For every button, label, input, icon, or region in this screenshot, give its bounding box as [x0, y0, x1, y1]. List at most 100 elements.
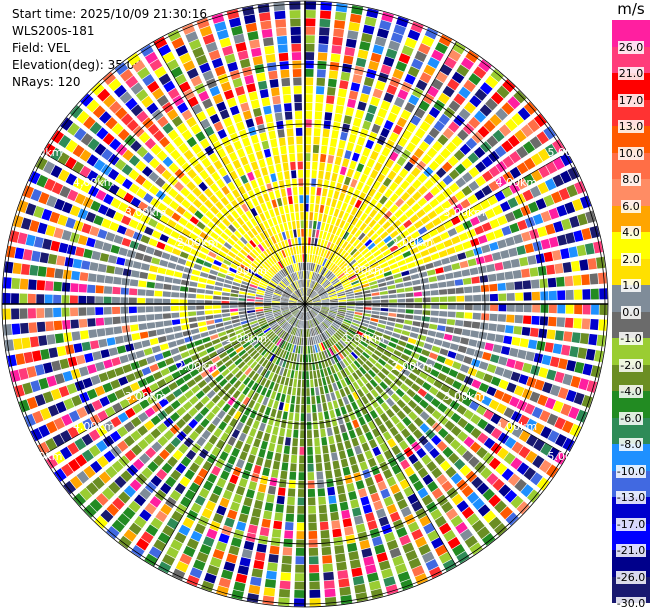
range-gate	[206, 319, 215, 325]
range-gate	[305, 161, 311, 170]
range-gate	[81, 223, 92, 234]
range-gate	[463, 79, 476, 93]
range-gate	[337, 570, 349, 580]
range-gate	[145, 289, 155, 297]
range-gate	[297, 280, 301, 288]
range-gate	[306, 329, 309, 337]
range-gate	[501, 393, 513, 404]
range-gate	[170, 347, 180, 356]
range-gate	[323, 179, 330, 189]
range-gate	[128, 522, 142, 535]
range-gate	[294, 319, 299, 327]
range-gate	[350, 82, 361, 92]
range-gate	[288, 361, 293, 370]
range-gate	[365, 382, 374, 391]
range-gate	[42, 391, 54, 404]
range-gate	[552, 139, 565, 153]
range-ring-label: 4.00km	[496, 420, 538, 433]
range-gate	[309, 337, 312, 346]
range-gate	[479, 275, 489, 283]
range-gate	[227, 332, 236, 338]
range-gate	[209, 269, 219, 276]
range-gate	[171, 371, 182, 380]
range-gate	[425, 221, 435, 231]
range-gate	[280, 305, 289, 307]
range-gate	[275, 252, 282, 261]
range-gate	[505, 512, 519, 526]
range-gate	[369, 321, 378, 327]
range-gate	[455, 287, 464, 294]
range-gate	[288, 145, 295, 154]
range-gate	[439, 348, 449, 356]
range-gate	[368, 420, 377, 430]
range-gate	[313, 429, 319, 438]
range-gate	[233, 278, 242, 284]
range-gate	[431, 345, 441, 353]
range-gate	[172, 449, 184, 461]
range-gate	[496, 403, 507, 415]
range-gate	[308, 320, 312, 328]
range-gate	[268, 362, 275, 371]
range-gate	[208, 329, 217, 335]
range-gate	[353, 360, 361, 369]
range-gate	[324, 461, 332, 471]
range-gate	[245, 210, 254, 220]
range-gate	[156, 274, 165, 282]
range-gate	[267, 318, 275, 323]
range-gate	[413, 405, 424, 415]
range-gate	[170, 437, 182, 448]
range-gate	[279, 479, 287, 488]
range-gate	[453, 270, 462, 278]
range-gate	[341, 123, 350, 133]
range-gate	[145, 205, 156, 216]
range-gate	[392, 68, 404, 80]
range-gate	[377, 108, 388, 119]
range-gate	[317, 403, 322, 412]
range-gate	[330, 365, 336, 374]
range-gate	[253, 187, 261, 197]
range-gate	[196, 551, 209, 563]
range-gate	[348, 384, 356, 393]
range-gate	[285, 342, 290, 351]
range-gate	[150, 144, 162, 156]
range-gate	[278, 180, 285, 189]
range-gate	[183, 88, 195, 100]
range-gate	[357, 531, 368, 542]
range-gate	[350, 277, 358, 283]
range-gate	[341, 509, 351, 519]
range-gate	[230, 263, 239, 270]
range-gate	[438, 281, 447, 288]
range-gate	[132, 261, 142, 269]
range-gate	[55, 401, 67, 414]
range-gate	[552, 343, 563, 355]
range-gate	[272, 301, 280, 303]
range-gate	[338, 307, 347, 310]
range-gate	[388, 294, 397, 299]
range-gate	[394, 278, 403, 284]
range-gate	[246, 331, 254, 338]
range-gate	[525, 450, 538, 464]
range-gate	[94, 515, 108, 529]
range-gate	[455, 163, 466, 175]
range-gate	[241, 470, 251, 480]
range-gate	[193, 559, 206, 571]
range-gate	[487, 273, 497, 282]
range-gate	[439, 311, 448, 317]
range-gate	[174, 241, 185, 250]
range-gate	[537, 226, 548, 238]
range-gate	[270, 390, 277, 400]
range-gate	[118, 491, 131, 504]
range-gate	[225, 328, 235, 334]
range-gate	[140, 531, 154, 544]
range-gate	[535, 198, 547, 210]
range-gate	[293, 85, 302, 94]
range-gate	[458, 108, 471, 121]
range-gate	[327, 327, 335, 335]
colorbar-tick-label: -26.0	[615, 570, 647, 584]
range-gate	[387, 112, 398, 123]
range-gate	[383, 469, 393, 479]
range-gate	[322, 332, 328, 340]
range-gate	[443, 333, 453, 341]
range-gate	[271, 469, 279, 478]
range-gate	[279, 349, 285, 358]
